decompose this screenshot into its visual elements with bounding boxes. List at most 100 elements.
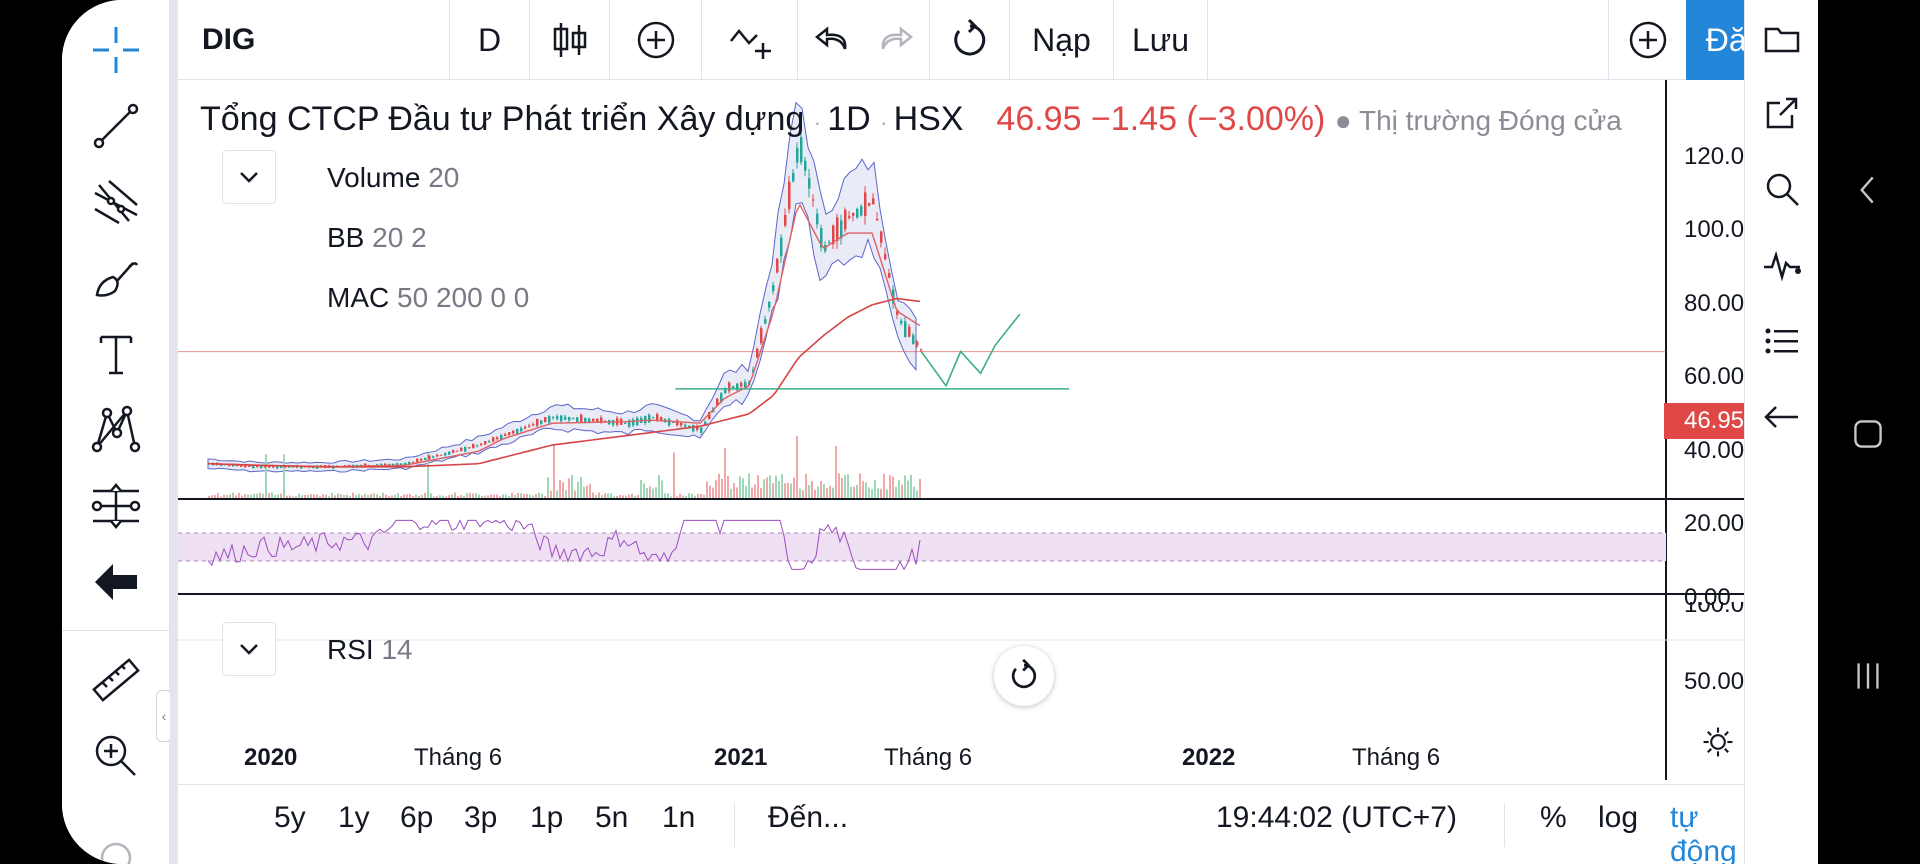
indicator-bb[interactable]: BB 20 2 — [327, 222, 427, 253]
folder-icon[interactable] — [1753, 10, 1811, 68]
candle-body — [760, 328, 763, 344]
watchlist-icon[interactable] — [1753, 312, 1811, 370]
volume-bar — [904, 475, 906, 498]
candle-body — [576, 417, 579, 422]
candle-body — [556, 416, 559, 420]
nav-home-icon[interactable] — [1840, 406, 1896, 462]
nav-back-icon[interactable] — [1840, 162, 1896, 218]
range-1y[interactable]: 1y — [338, 801, 370, 834]
candle-body — [444, 452, 447, 456]
range-1n[interactable]: 1n — [662, 801, 696, 834]
goto-date-button[interactable]: Đến... — [768, 801, 849, 834]
symbol-search[interactable]: DIG — [178, 0, 450, 80]
chart-type-icon[interactable] — [530, 0, 610, 80]
candle-body — [916, 341, 919, 346]
volume-bar — [334, 495, 336, 498]
range-3p[interactable]: 3p — [464, 801, 498, 834]
volume-bar — [229, 494, 231, 498]
range-1p[interactable]: 1p — [530, 801, 564, 834]
volume-bar — [493, 494, 495, 498]
volume-bar — [766, 477, 768, 498]
chart-area[interactable]: Tổng CTCP Đầu tư Phát triển Xây dựng · 1… — [178, 80, 1784, 780]
collapse-rsi-chevron-icon[interactable] — [222, 622, 276, 676]
indicator-volume[interactable]: Volume 20 — [327, 162, 460, 193]
indicators-icon[interactable] — [702, 0, 798, 80]
range-6p[interactable]: 6p — [400, 801, 434, 834]
trend-line-icon[interactable] — [84, 94, 148, 158]
brush-icon[interactable] — [84, 246, 148, 310]
candle-body — [780, 237, 783, 257]
volume-bar — [307, 495, 309, 498]
magnet-icon[interactable] — [84, 826, 148, 864]
undo-icon[interactable] — [811, 17, 857, 63]
volume-bar — [442, 495, 444, 498]
candle-body — [656, 414, 659, 421]
indicator-mac[interactable]: MAC 50 200 0 0 — [327, 282, 530, 313]
refresh-icon[interactable] — [930, 0, 1010, 80]
volume-bar — [739, 476, 741, 498]
volume-bar — [862, 481, 864, 498]
volume-bar — [505, 494, 507, 498]
candle-body — [252, 465, 255, 469]
candle-body — [832, 225, 835, 245]
reset-chart-icon[interactable] — [994, 646, 1054, 706]
volume-bar — [232, 492, 234, 498]
reload-button[interactable]: Nạp — [1010, 0, 1114, 80]
volume-bar — [487, 495, 489, 498]
chart-canvas[interactable] — [178, 80, 1744, 780]
price-axis-label: 40.00 — [1684, 437, 1745, 464]
crosshair-icon[interactable] — [84, 18, 148, 82]
back-arrow-icon[interactable] — [84, 550, 148, 614]
volume-bar — [379, 496, 381, 498]
volume-bar — [259, 492, 261, 498]
save-button[interactable]: Lưu — [1114, 0, 1208, 80]
range-5y[interactable]: 5y — [274, 801, 306, 834]
candle-body — [688, 425, 691, 428]
auto-scale-toggle[interactable]: tự động — [1670, 801, 1737, 864]
candle-body — [292, 466, 295, 468]
candle-body — [920, 349, 923, 351]
candle-body — [820, 228, 823, 248]
share-external-icon[interactable] — [1753, 84, 1811, 142]
candle-body — [364, 463, 367, 467]
volume-bar — [697, 493, 699, 498]
settings-gear-icon[interactable] — [1698, 722, 1738, 762]
collapse-arrow-icon[interactable] — [1753, 388, 1811, 446]
add-compare-icon[interactable] — [610, 0, 702, 80]
zoom-in-icon[interactable] — [84, 724, 148, 788]
candle-body — [512, 430, 515, 434]
volume-bar — [373, 493, 375, 498]
volume-bar — [340, 493, 342, 498]
collapse-legend-chevron-icon[interactable] — [222, 150, 276, 204]
candle-body — [572, 418, 575, 420]
add-icon[interactable] — [1608, 0, 1686, 80]
volume-bar — [385, 494, 387, 498]
search-icon[interactable] — [1753, 160, 1811, 218]
log-scale-toggle[interactable]: log — [1598, 801, 1639, 834]
redo-icon[interactable] — [871, 17, 917, 63]
text-tool-icon[interactable] — [84, 322, 148, 386]
range-5n[interactable]: 5n — [595, 801, 629, 834]
clock-timezone[interactable]: 19:44:02 (UTC+7) — [1216, 801, 1457, 834]
nav-recents-icon[interactable] — [1840, 648, 1896, 704]
candle-body — [828, 242, 831, 244]
candle-body — [476, 445, 479, 447]
pulse-chart-icon[interactable] — [1753, 236, 1811, 294]
volume-bar — [535, 493, 537, 498]
volume-bar — [268, 493, 270, 498]
pitchfork-icon[interactable] — [84, 170, 148, 234]
pattern-icon[interactable] — [84, 398, 148, 462]
candle-body — [268, 465, 271, 468]
percent-scale-toggle[interactable]: % — [1540, 801, 1567, 834]
volume-bar — [514, 494, 516, 498]
ruler-icon[interactable] — [84, 648, 148, 712]
candle-body — [392, 463, 395, 466]
indicator-rsi[interactable]: RSI 14 — [327, 634, 413, 665]
volume-bar — [484, 495, 486, 498]
measure-range-icon[interactable] — [84, 474, 148, 538]
volume-bar — [736, 487, 738, 498]
interval-button[interactable]: D — [450, 0, 530, 80]
candle-body — [396, 463, 399, 466]
volume-bar — [502, 494, 504, 498]
volume-bar — [304, 494, 306, 498]
